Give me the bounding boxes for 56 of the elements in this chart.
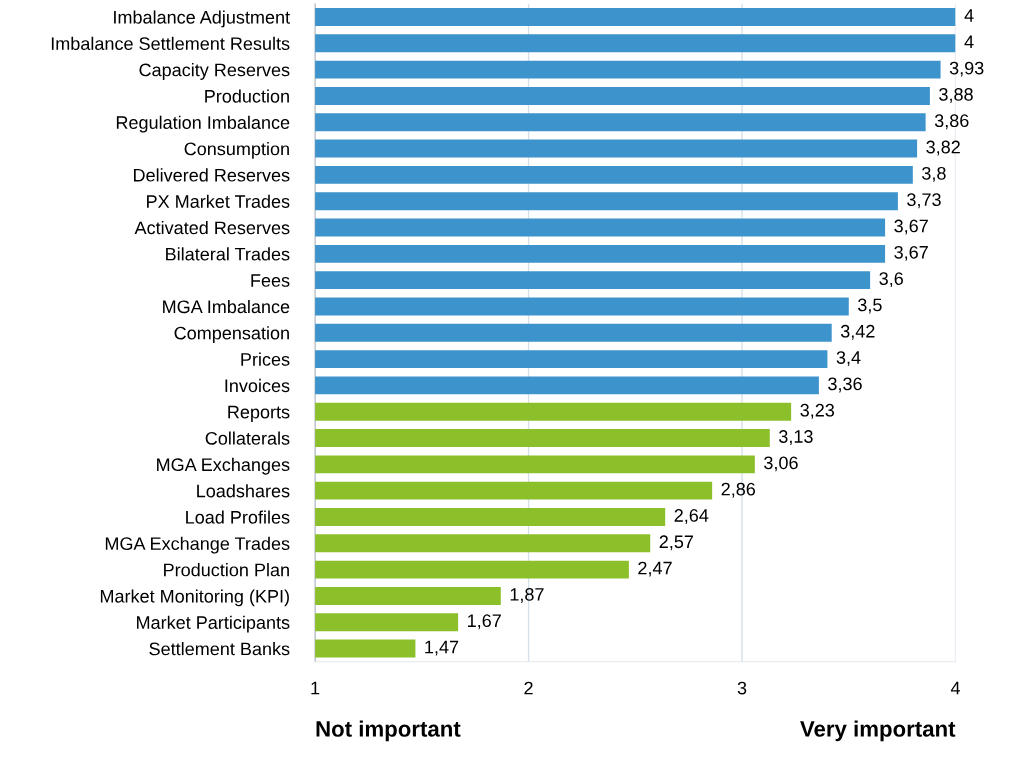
data-label: 3,06	[764, 456, 798, 472]
data-label: 2,57	[659, 535, 694, 551]
data-label: 1,67	[468, 614, 501, 630]
data-label: 1,47	[425, 640, 459, 656]
y-tick-label: Imbalance Adjustment	[114, 10, 290, 28]
y-tick-label: Settlement Banks	[149, 642, 290, 656]
data-label: 3,8	[922, 166, 946, 182]
data-label: 3,5	[858, 298, 882, 314]
data-label: 3,88	[939, 87, 973, 103]
data-label: 3,93	[949, 61, 984, 77]
x-tick-label: 2	[524, 681, 533, 695]
y-tick-label: Imbalance Settlement Results	[51, 36, 290, 51]
y-tick-label: Production	[205, 89, 289, 103]
y-tick-label: Collaterals	[205, 431, 290, 445]
y-tick-label: Delivered Reserves	[134, 168, 290, 182]
data-label: 3,36	[828, 377, 862, 393]
data-label: 3,86	[934, 114, 969, 130]
y-tick-label: MGA Exchange Trades	[105, 536, 290, 554]
y-tick-label: MGA Exchanges	[157, 457, 290, 475]
data-label: 3,42	[840, 324, 875, 340]
data-label: 4	[964, 35, 974, 48]
data-label: 2,64	[674, 509, 709, 524]
data-label: 3,67	[894, 219, 928, 235]
data-label: 1,87	[510, 588, 544, 603]
y-tick-label: Production Plan	[164, 563, 289, 577]
y-tick-label: Compensation	[174, 326, 289, 344]
data-label: 3,73	[907, 193, 941, 209]
data-label: 3,13	[779, 430, 813, 446]
data-label: 3,23	[800, 403, 835, 419]
y-tick-label: Market Monitoring (KPI)	[100, 589, 289, 607]
text: Not important	[316, 720, 461, 742]
y-tick-label: Load Profiles	[186, 510, 290, 524]
y-tick-label: Regulation Imbalance	[116, 115, 290, 133]
y-tick-label: Market Participants	[137, 615, 290, 633]
x-tick-label: 4	[950, 681, 961, 695]
y-tick-label: Reports	[228, 405, 290, 423]
data-label: 3,4	[836, 351, 861, 367]
y-tick-label: Capacity Reserves	[139, 63, 290, 80]
data-label: 2,86	[721, 482, 756, 498]
x-tick-label: 3	[737, 681, 747, 695]
y-tick-label: Bilateral Trades	[166, 247, 290, 261]
x-tick-label: 1	[311, 681, 320, 695]
data-label: 3,6	[879, 272, 903, 288]
y-tick-label: PX Market Trades	[147, 194, 290, 208]
y-tick-label: Loadshares	[197, 484, 290, 498]
data-label: 4	[964, 9, 974, 22]
data-label: 2,47	[638, 561, 672, 577]
data-label: 3,82	[926, 140, 960, 156]
data-label: 3,67	[894, 245, 928, 261]
y-tick-label: Invoices	[225, 378, 290, 393]
y-tick-label: Activated Reserves	[134, 220, 290, 235]
y-tick-label: Prices	[241, 352, 290, 366]
text: Very important	[800, 720, 956, 742]
y-tick-label: Consumption	[184, 142, 289, 159]
y-tick-label: Fees	[251, 274, 290, 287]
y-tick-label: MGA Imbalance	[163, 299, 290, 314]
